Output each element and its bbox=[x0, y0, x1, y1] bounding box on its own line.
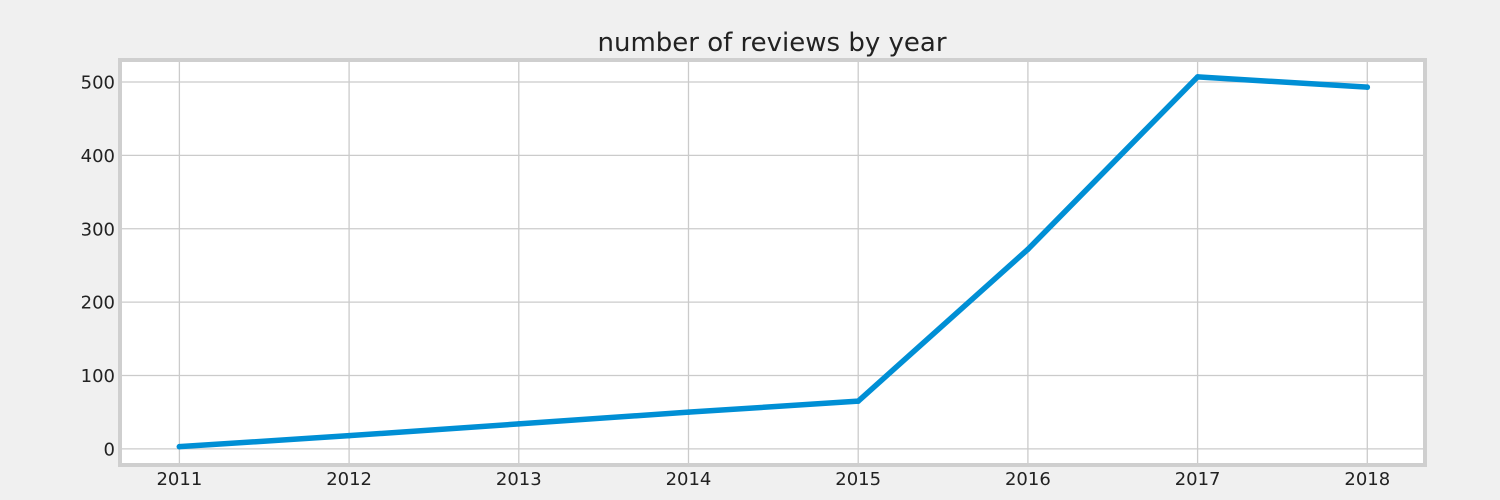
data-point bbox=[346, 432, 352, 439]
y-tick-label: 400 bbox=[81, 146, 115, 167]
x-tick-label: 2014 bbox=[666, 469, 712, 490]
data-point bbox=[1025, 246, 1031, 253]
chart-title: number of reviews by year bbox=[597, 28, 946, 58]
y-tick-label: 500 bbox=[81, 73, 115, 94]
y-tick-label: 200 bbox=[81, 293, 115, 314]
x-tick-label: 2011 bbox=[156, 469, 202, 490]
series-group bbox=[176, 74, 1371, 450]
y-tick-label: 0 bbox=[104, 439, 115, 460]
series-line bbox=[176, 74, 1371, 450]
data-point bbox=[516, 421, 522, 427]
y-tick-label: 100 bbox=[81, 366, 115, 387]
x-tick-label: 2015 bbox=[835, 469, 881, 490]
x-axis-ticks: 2011 2012 2013 2014 2015 2016 2017 2018 bbox=[156, 469, 1390, 490]
data-point bbox=[176, 443, 183, 450]
x-tick-label: 2016 bbox=[1005, 469, 1051, 490]
data-point bbox=[1194, 74, 1201, 80]
y-tick-label: 300 bbox=[81, 219, 115, 240]
data-point bbox=[685, 409, 692, 415]
x-tick-label: 2012 bbox=[326, 469, 372, 490]
data-point bbox=[1364, 84, 1371, 90]
x-tick-label: 2017 bbox=[1175, 469, 1221, 490]
plot-area bbox=[120, 60, 1425, 465]
y-axis-ticks: 0 100 200 300 400 500 bbox=[81, 73, 115, 461]
x-tick-label: 2018 bbox=[1344, 469, 1390, 490]
data-point bbox=[855, 398, 861, 404]
plot-frame bbox=[118, 58, 1427, 467]
x-tick-label: 2013 bbox=[496, 469, 542, 490]
y-grid-lines bbox=[120, 81, 1425, 450]
x-grid-lines bbox=[178, 60, 1368, 465]
